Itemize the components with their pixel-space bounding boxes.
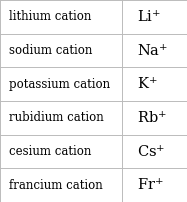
Text: rubidium cation: rubidium cation — [9, 111, 103, 124]
Text: Na$^{+}$: Na$^{+}$ — [137, 42, 168, 59]
Text: Fr$^{+}$: Fr$^{+}$ — [137, 177, 163, 194]
Text: K$^{+}$: K$^{+}$ — [137, 76, 157, 93]
Text: cesium cation: cesium cation — [9, 145, 91, 158]
Text: Rb$^{+}$: Rb$^{+}$ — [137, 109, 167, 126]
Text: potassium cation: potassium cation — [9, 78, 110, 91]
Text: Cs$^{+}$: Cs$^{+}$ — [137, 143, 165, 160]
Text: lithium cation: lithium cation — [9, 10, 91, 23]
Text: Li$^{+}$: Li$^{+}$ — [137, 8, 161, 25]
Text: francium cation: francium cation — [9, 179, 102, 192]
Text: sodium cation: sodium cation — [9, 44, 92, 57]
